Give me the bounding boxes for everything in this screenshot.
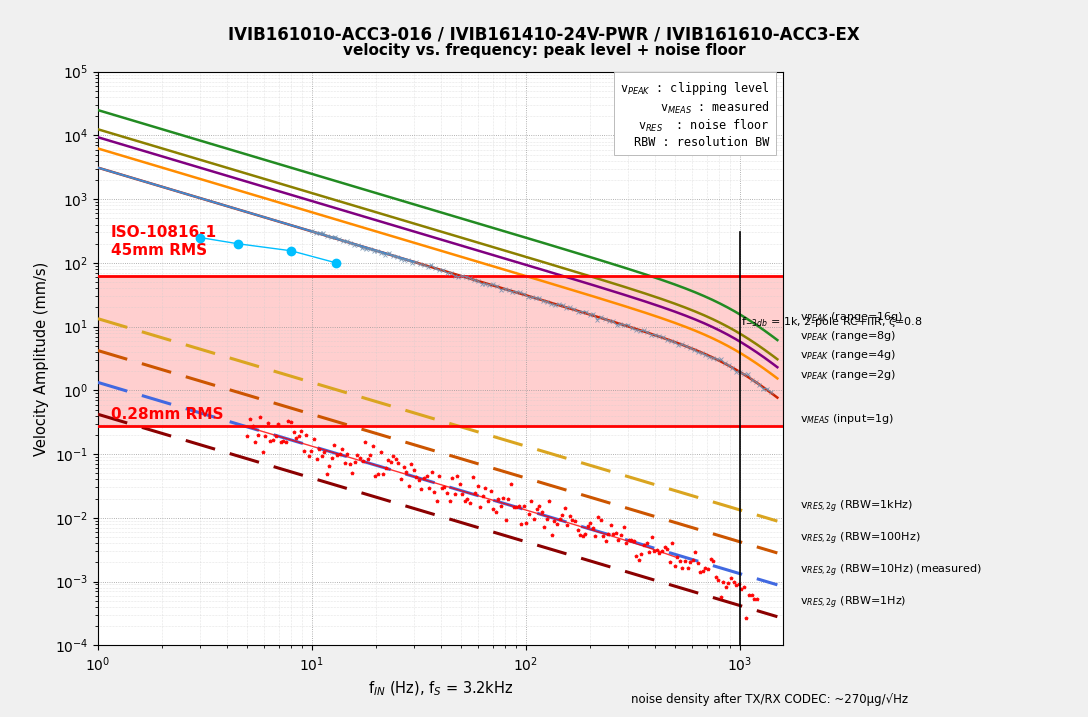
Text: v$_{RES, 2g}$ (RBW=100Hz): v$_{RES, 2g}$ (RBW=100Hz) [800, 531, 920, 547]
Text: velocity vs. frequency: peak level + noise floor: velocity vs. frequency: peak level + noi… [343, 43, 745, 58]
Y-axis label: Velocity Amplitude (mm/s): Velocity Amplitude (mm/s) [34, 262, 49, 455]
Text: ISO-10816-1
45mm RMS: ISO-10816-1 45mm RMS [111, 225, 217, 258]
Text: v$_{PEAK}$ (range=16g): v$_{PEAK}$ (range=16g) [800, 310, 903, 324]
Text: v$_{RES, 2g}$ (RBW=1kHz): v$_{RES, 2g}$ (RBW=1kHz) [800, 499, 913, 515]
Text: IVIB161010-ACC3-016 / IVIB161410-24V-PWR / IVIB161610-ACC3-EX: IVIB161010-ACC3-016 / IVIB161410-24V-PWR… [228, 25, 860, 43]
Text: v$_{PEAK}$ (range=4g): v$_{PEAK}$ (range=4g) [800, 348, 895, 362]
Text: v$_{RES, 2g}$ (RBW=10Hz) (measured): v$_{RES, 2g}$ (RBW=10Hz) (measured) [800, 563, 981, 579]
Text: noise density after TX/RX CODEC: ~270μg/√Hz: noise density after TX/RX CODEC: ~270μg/… [631, 693, 908, 706]
Text: v$_{PEAK}$ (range=2g): v$_{PEAK}$ (range=2g) [800, 368, 895, 381]
Bar [98, 276, 783, 426]
Text: 0.28mm RMS: 0.28mm RMS [111, 407, 223, 422]
Text: v$_{RES, 2g}$ (RBW=1Hz): v$_{RES, 2g}$ (RBW=1Hz) [800, 594, 906, 611]
Text: f$_{-3db}$ = 1k, 2-pole RC+IIR, ζ=0.8: f$_{-3db}$ = 1k, 2-pole RC+IIR, ζ=0.8 [741, 315, 922, 329]
Text: v$_{PEAK}$ : clipping level
v$_{MEAS}$ : measured
v$_{RES}$  : noise floor
RBW :: v$_{PEAK}$ : clipping level v$_{MEAS}$ :… [620, 80, 769, 149]
Text: v$_{PEAK}$ (range=8g): v$_{PEAK}$ (range=8g) [800, 329, 895, 343]
X-axis label: f$_{IN}$ (Hz), f$_S$ = 3.2kHz: f$_{IN}$ (Hz), f$_S$ = 3.2kHz [368, 679, 514, 698]
Text: v$_{MEAS}$ (input=1g): v$_{MEAS}$ (input=1g) [800, 412, 894, 427]
